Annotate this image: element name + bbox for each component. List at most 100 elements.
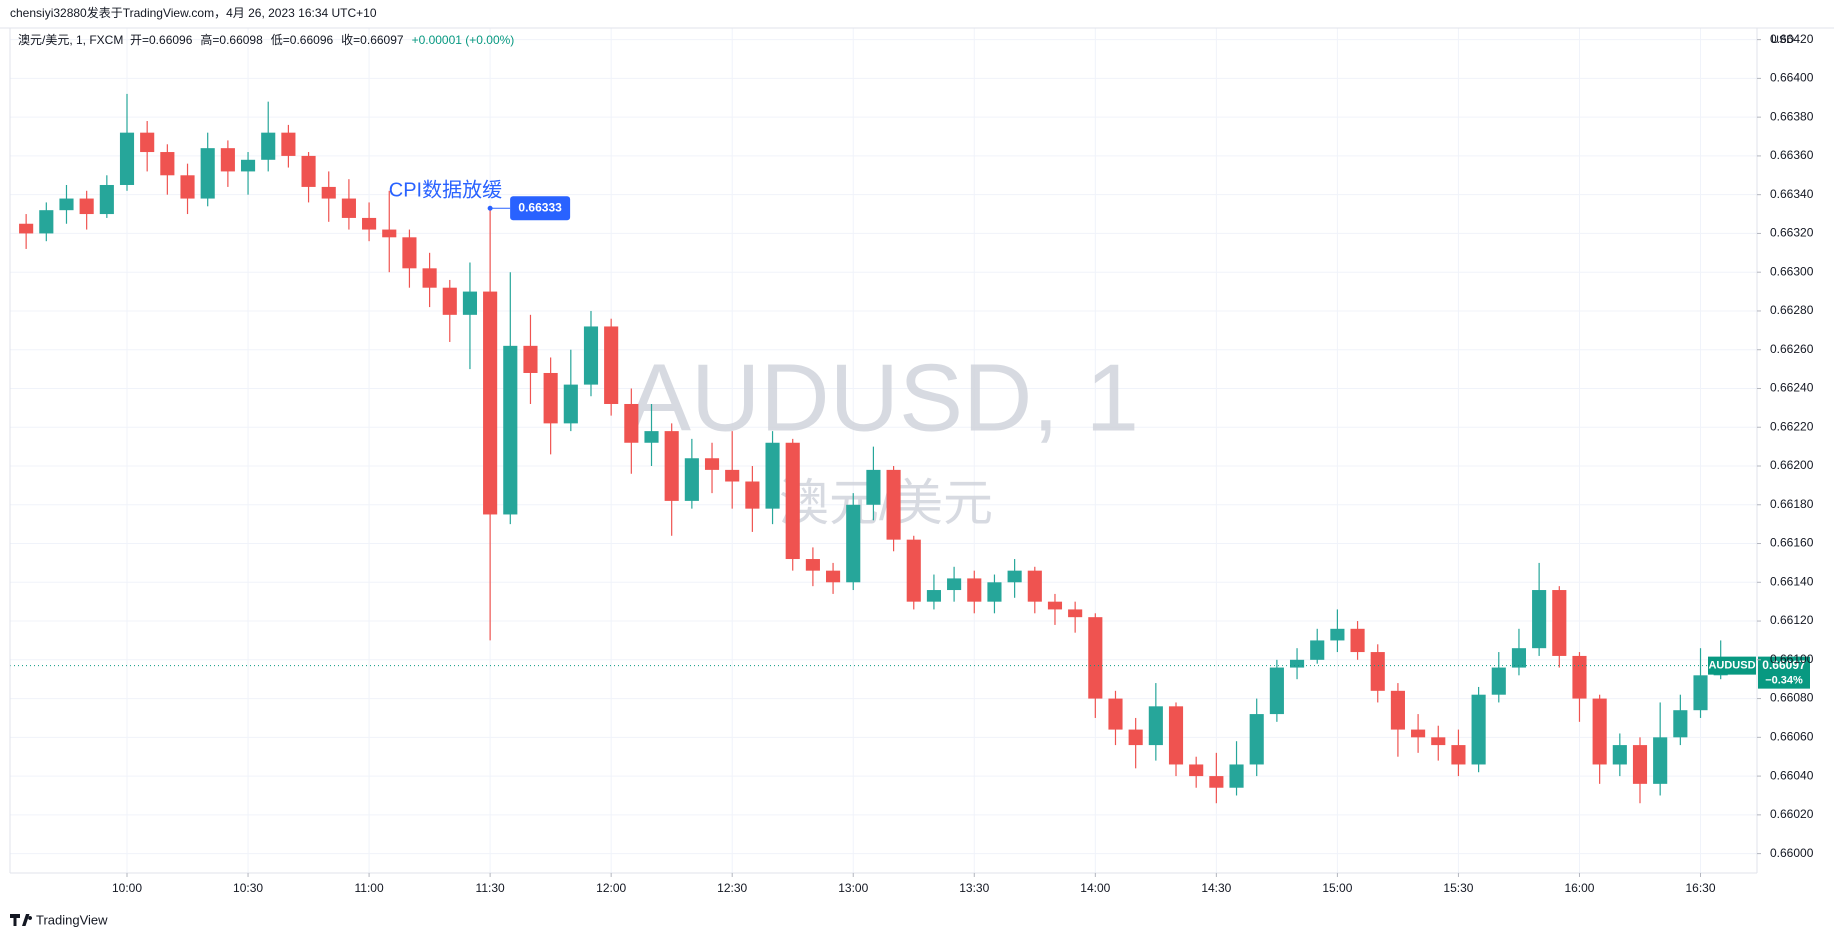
candle-body: [180, 175, 195, 199]
currency: USD: [1771, 34, 1794, 46]
candle-body: [1673, 710, 1688, 738]
candle-body: [1471, 694, 1486, 765]
candle-body: [1693, 675, 1708, 711]
candle-body: [906, 539, 921, 602]
candle-body: [1249, 714, 1264, 765]
candle-body: [1289, 659, 1305, 668]
y-tick-label: 0.66240: [1770, 381, 1814, 395]
legend-item: 高=0.66098: [200, 32, 263, 47]
x-tick-label: 14:30: [1201, 881, 1231, 895]
y-tick-label: 0.66020: [1770, 807, 1814, 821]
candle-body: [1269, 667, 1284, 715]
candle-body: [1572, 655, 1587, 699]
candle-body: [1209, 776, 1224, 788]
y-tick-label: 0.66000: [1770, 846, 1814, 860]
candle-body: [281, 132, 296, 156]
candle-body: [785, 442, 800, 560]
watermark: AUDUSD, 1: [627, 344, 1139, 451]
x-tick-label: 13:30: [959, 881, 989, 895]
candle-body: [422, 268, 437, 288]
candle-body: [604, 326, 619, 404]
candle-body: [725, 469, 740, 482]
candle-body: [442, 287, 457, 315]
last-price-box: [1758, 656, 1810, 689]
candle-body: [79, 198, 94, 215]
candle-body: [1350, 628, 1365, 653]
x-tick-label: 15:00: [1322, 881, 1352, 895]
candle-body: [200, 148, 215, 199]
x-tick-label: 10:30: [233, 881, 263, 895]
candle-body: [483, 291, 498, 515]
candle-body: [160, 152, 175, 176]
last-price-symbol: AUDUSD: [1708, 660, 1755, 672]
tradingview-logo: [10, 914, 33, 926]
annotation-point: [487, 205, 493, 211]
candles: [19, 93, 1728, 804]
candle-body: [624, 403, 639, 443]
candle-body: [846, 504, 861, 583]
candle-body: [1148, 706, 1163, 746]
candle-body: [1653, 737, 1668, 784]
y-tick-label: 0.66260: [1770, 342, 1814, 356]
candle-body: [1068, 609, 1083, 618]
candle-body: [362, 217, 377, 230]
y-tick-label: 0.66320: [1770, 226, 1814, 240]
y-tick-label: 0.66080: [1770, 691, 1814, 705]
candle-body: [220, 148, 235, 172]
candle-body: [261, 132, 276, 160]
candle-body: [59, 198, 74, 211]
x-tick-label: 12:30: [717, 881, 747, 895]
symbol-label: 澳元/美元, 1, FXCM: [18, 33, 123, 47]
candle-body: [1632, 745, 1648, 784]
y-tick-label: 0.66100: [1770, 652, 1814, 666]
annotation-text: CPI数据放缓: [389, 179, 502, 202]
candle-body: [987, 582, 1002, 602]
candle-body: [704, 458, 720, 470]
candle-body: [563, 384, 578, 424]
candle-body: [1411, 729, 1426, 738]
y-tick-label: 0.66380: [1770, 109, 1814, 123]
candle-body: [321, 186, 336, 199]
candle-body: [1390, 690, 1405, 730]
candle-body: [462, 291, 478, 315]
candle-body: [1330, 628, 1345, 641]
header: chensiyi32880发表于TradingView.com，4月 26, 2…: [10, 5, 377, 20]
grid: [10, 28, 1757, 873]
candle-body: [1431, 737, 1446, 746]
x-tick-label: 16:30: [1685, 881, 1715, 895]
candle-body: [805, 559, 820, 571]
overlay: AUDUSD 0.66097 −0.34% 0.66333 CPI数据放缓: [10, 179, 1810, 689]
candle-body: [99, 184, 114, 215]
candle-body: [1128, 729, 1143, 746]
candle-body: [1027, 570, 1042, 602]
candle-body: [1088, 617, 1103, 699]
ohlc-legend: 开=0.66096 高=0.66098 低=0.66096 收=0.66097 +0.0…: [130, 32, 514, 47]
candle-body: [382, 229, 397, 238]
y-tick-label: 0.66120: [1770, 613, 1814, 627]
last-price-value: 0.66097: [1762, 658, 1806, 672]
x-tick-label: 15:30: [1443, 881, 1473, 895]
candle-body: [140, 132, 155, 153]
y-tick-label: 0.66360: [1770, 148, 1814, 162]
candle-body: [523, 345, 538, 373]
candle-body: [341, 198, 356, 218]
candle-body: [301, 155, 316, 187]
annotation-price-box: [510, 196, 571, 221]
legend-item: 低=0.66096: [271, 33, 334, 47]
candle-body: [19, 223, 34, 234]
y-tick-label: 0.66340: [1770, 187, 1814, 201]
candle-body: [644, 431, 659, 443]
candle-body: [1007, 570, 1022, 583]
candle-body: [684, 458, 699, 501]
candle-body: [1168, 706, 1184, 765]
y-tick-label: 0.66040: [1770, 768, 1814, 782]
candle-body: [866, 469, 881, 505]
candle-body: [543, 372, 558, 424]
x-tick-label: 10:00: [112, 881, 142, 895]
x-tick-label: 13:00: [838, 881, 868, 895]
last-price-symbol-box: [1708, 656, 1756, 675]
candle-body: [1310, 640, 1325, 660]
candle-body: [503, 345, 518, 515]
y-tick-label: 0.66420: [1770, 32, 1814, 46]
